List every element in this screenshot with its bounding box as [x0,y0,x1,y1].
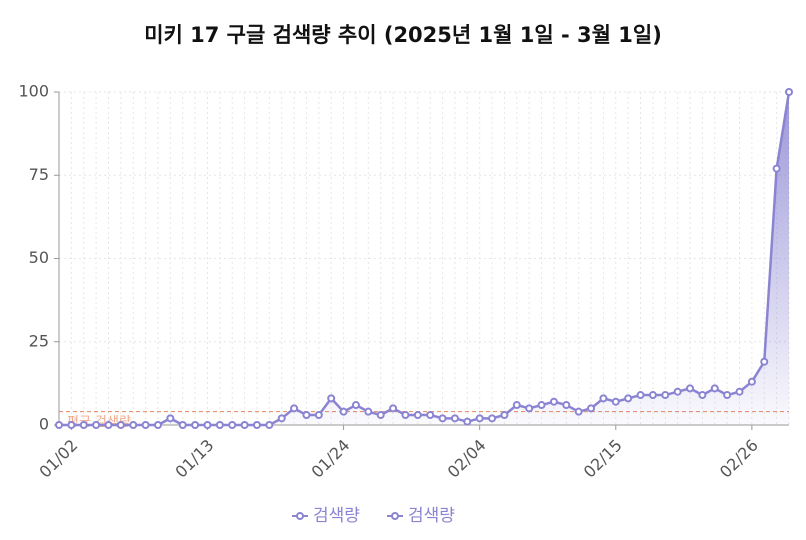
marker [203,421,212,429]
marker [661,391,670,400]
marker [636,391,645,400]
marker [698,391,707,400]
marker [240,421,249,429]
marker [574,407,583,416]
legend-label: 검색량 [313,506,360,526]
marker [265,421,274,429]
marker [549,397,558,406]
marker [673,387,682,396]
marker [104,421,113,429]
y-tick-label: 50 [29,248,49,267]
x-tick-label: 02/04 [444,436,490,482]
marker [512,401,521,410]
marker [351,401,360,410]
marker [92,421,101,429]
marker [228,421,237,429]
marker [735,387,744,396]
marker [129,421,138,429]
marker [562,401,571,410]
marker [290,404,299,413]
marker [587,404,596,413]
y-tick-label: 100 [18,82,49,101]
marker [166,414,175,423]
marker [215,421,224,429]
marker [648,391,657,400]
marker [525,404,534,413]
chart-title: 미키 17 구글 검색량 추이 (2025년 1월 1일 - 3월 1일) [144,23,662,47]
marker [450,414,459,423]
marker [785,88,793,96]
marker [141,421,150,429]
marker [463,417,472,426]
marker [624,394,633,403]
marker [376,411,385,420]
y-tick-label: 75 [29,165,49,184]
marker [426,411,435,420]
marker [599,394,608,403]
marker [116,421,125,429]
marker [772,164,781,173]
marker [401,411,410,420]
marker [611,397,620,406]
marker [364,407,373,416]
marker [302,411,311,420]
marker [760,357,769,366]
marker [389,404,398,413]
x-tick-label: 01/13 [171,436,217,482]
marker [339,407,348,416]
marker [79,421,88,429]
marker [723,391,732,400]
marker [686,384,695,393]
marker [537,401,546,410]
marker [438,414,447,423]
x-tick-label: 01/02 [35,436,81,482]
x-tick-label: 01/24 [308,436,354,482]
marker [153,421,162,429]
marker [67,421,76,429]
marker [488,414,497,423]
legend-label: 검색량 [408,506,455,526]
marker [277,414,286,423]
marker [178,421,187,429]
marker [747,377,756,386]
y-tick-label: 0 [39,415,49,434]
legend-swatch-marker [391,512,399,520]
legend-swatch-marker [296,512,304,520]
x-tick-label: 02/26 [716,436,762,482]
marker [314,411,323,420]
marker [252,421,261,429]
x-tick-label: 02/15 [580,436,626,482]
marker [191,421,200,429]
marker [475,414,484,423]
marker [327,394,336,403]
marker [500,411,509,420]
marker [55,421,63,429]
marker [413,411,422,420]
y-tick-label: 25 [29,331,49,350]
marker [710,384,719,393]
